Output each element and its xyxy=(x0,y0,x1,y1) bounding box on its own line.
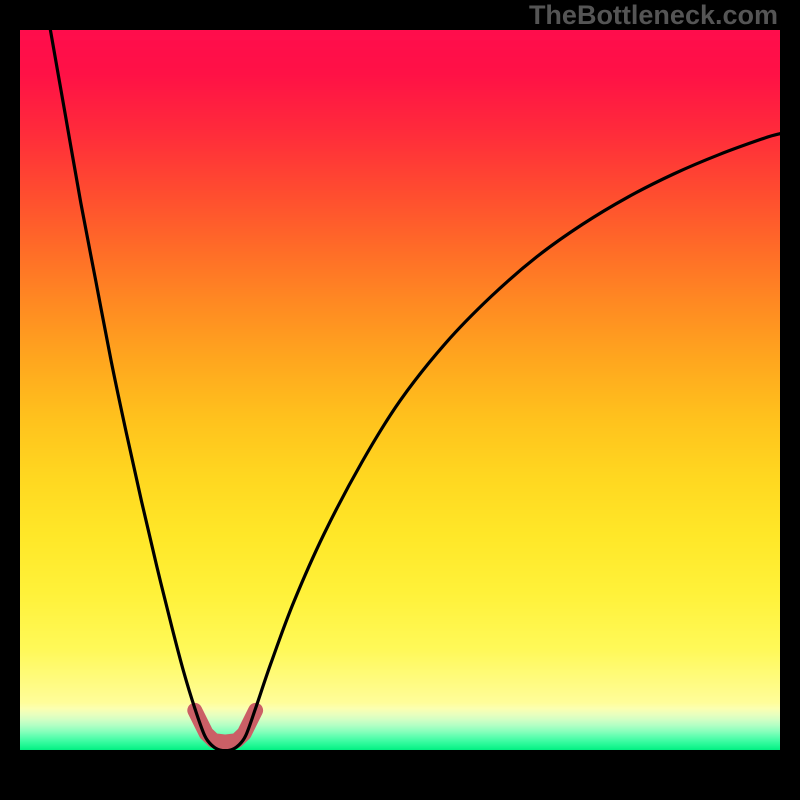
watermark-text: TheBottleneck.com xyxy=(529,0,778,31)
bottleneck-curve-svg xyxy=(0,0,800,800)
bottom-black-band xyxy=(20,750,780,800)
curve-path xyxy=(50,30,780,751)
bottleneck-curve-path xyxy=(50,30,780,751)
